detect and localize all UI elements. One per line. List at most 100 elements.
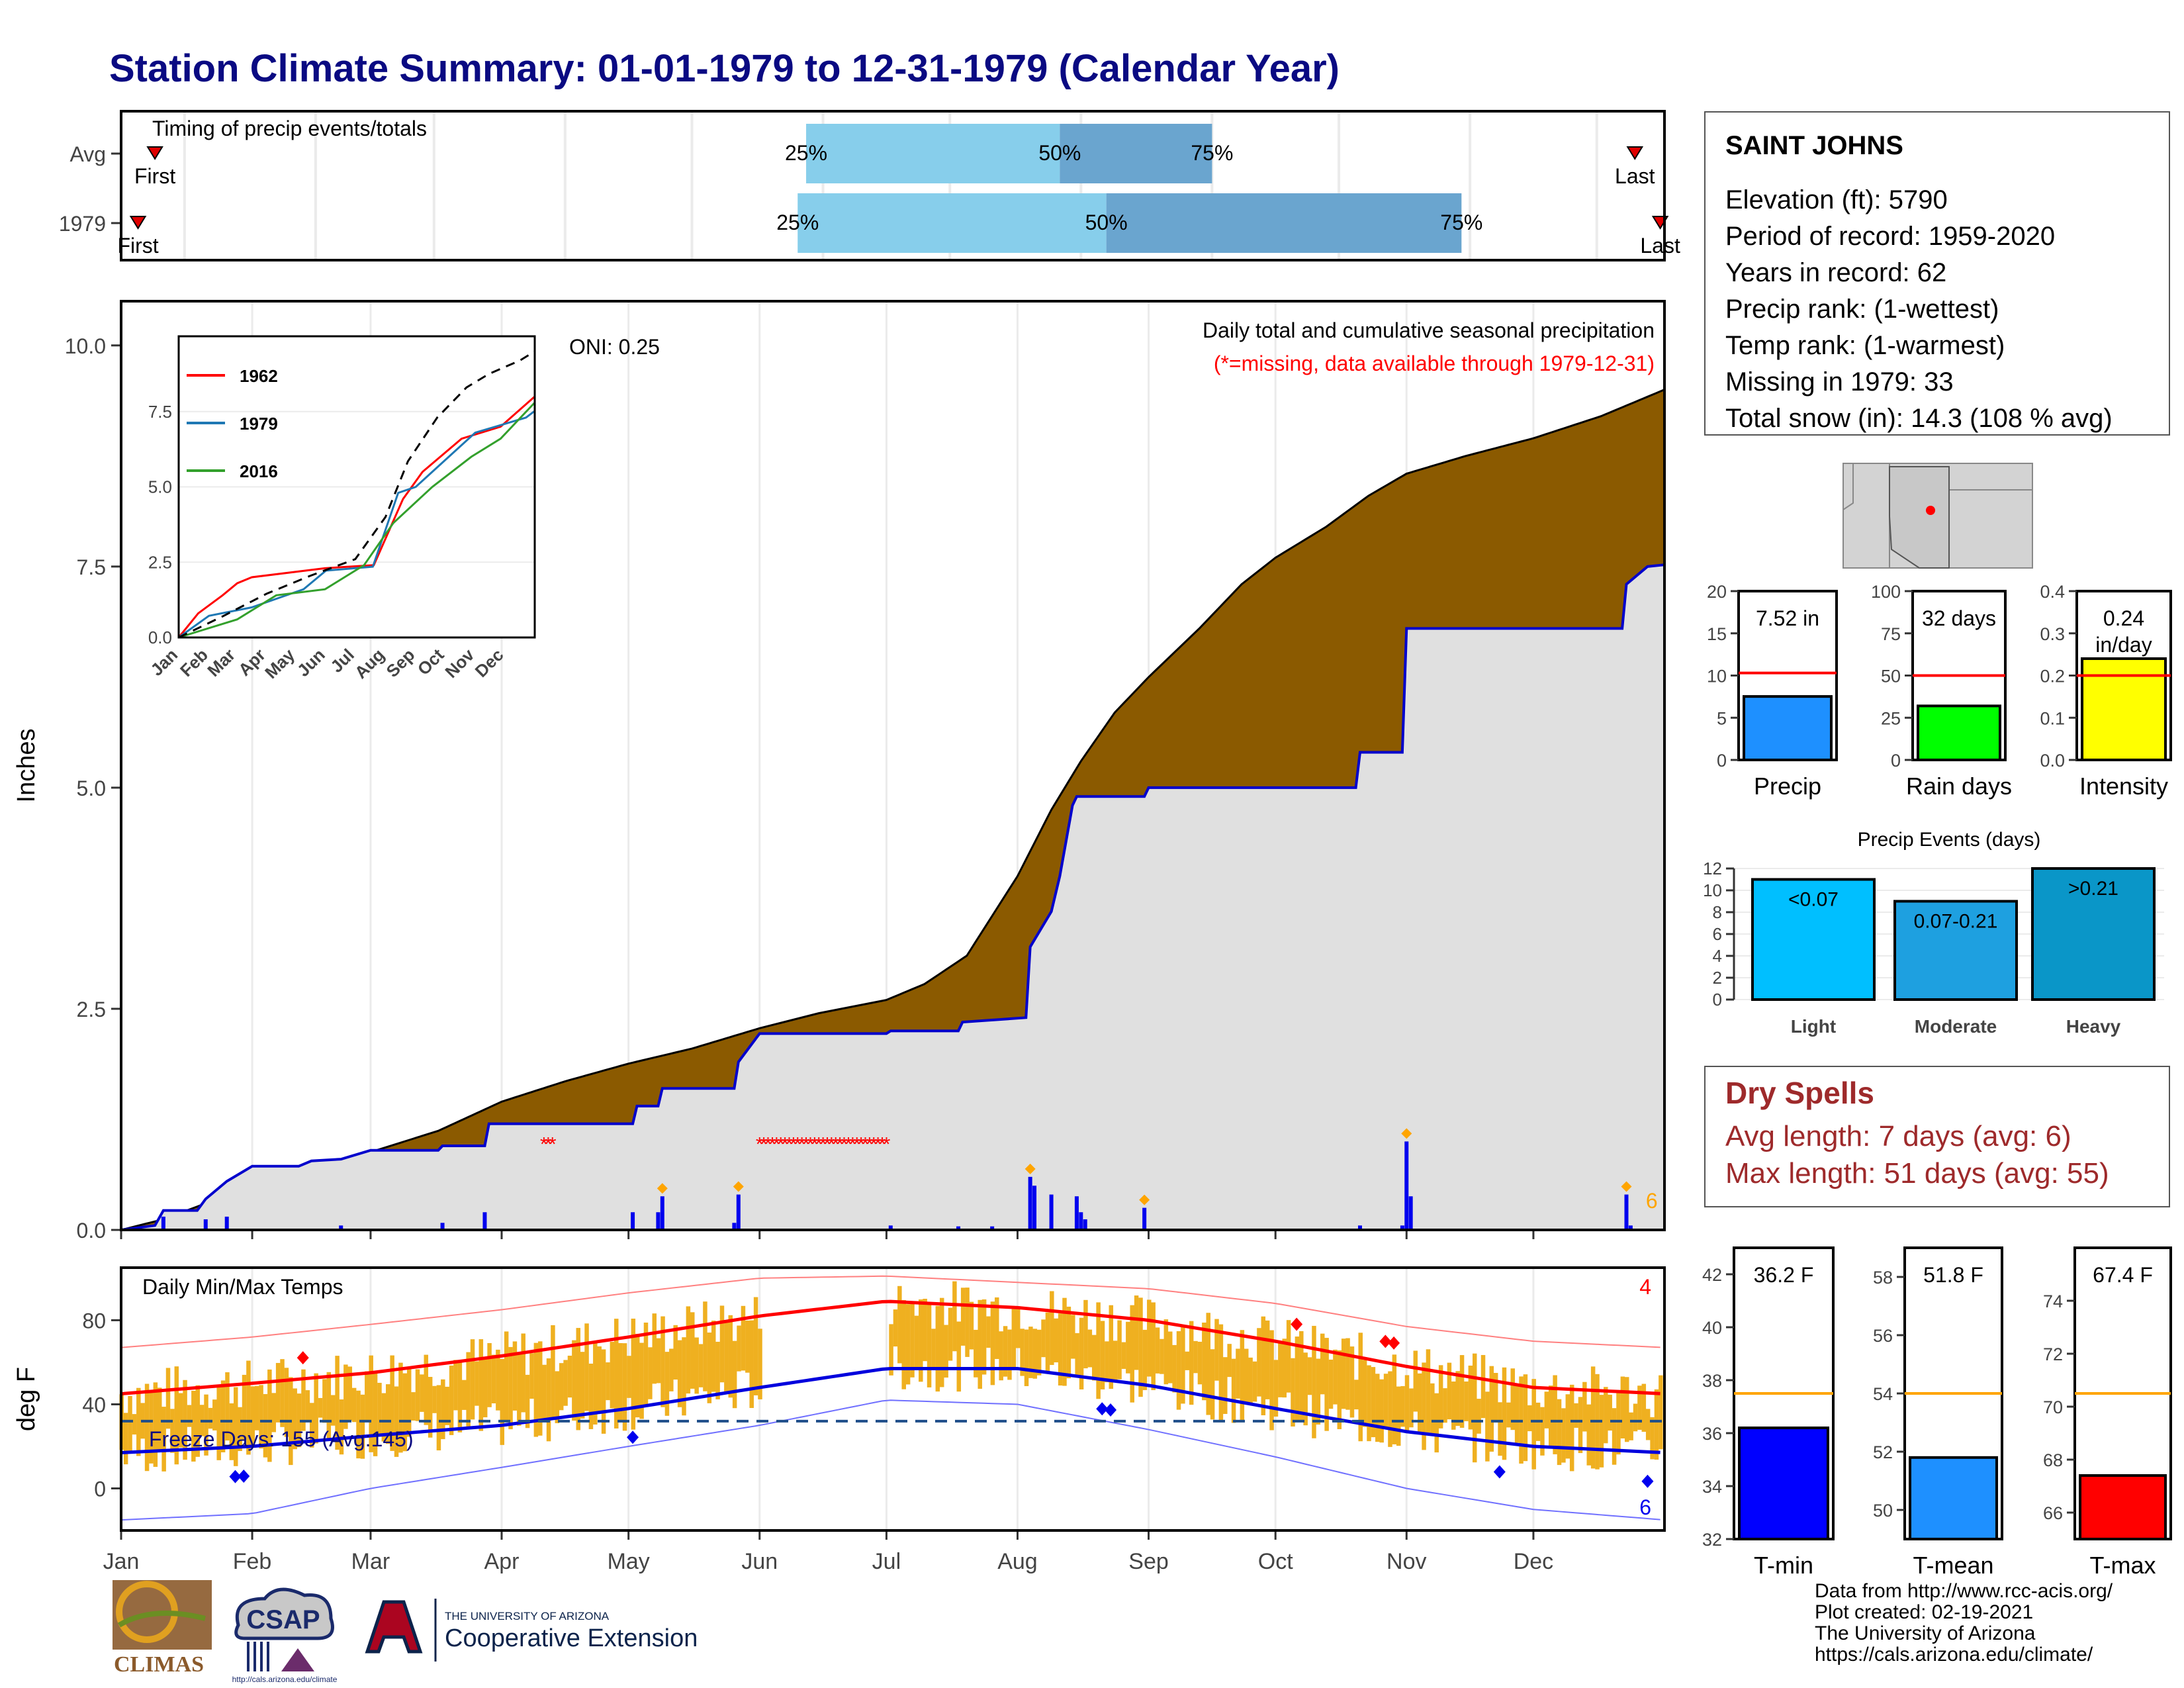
missing-day-marker: * bbox=[883, 1133, 891, 1155]
daily-temp-bar bbox=[1142, 1329, 1148, 1390]
daily-temp-bar bbox=[1020, 1329, 1024, 1376]
inset-panel: 1962197920160.02.55.07.5JanFebMarAprMayJ… bbox=[146, 335, 536, 682]
record-day-marker bbox=[1401, 1128, 1412, 1139]
daily-temp-bar bbox=[1641, 1383, 1647, 1432]
daily-temp-bar bbox=[1388, 1371, 1392, 1447]
record-day-marker bbox=[657, 1183, 668, 1194]
daily-temp-bar bbox=[652, 1313, 657, 1384]
daily-temp-bar bbox=[673, 1325, 678, 1380]
daily-precip-bar bbox=[1032, 1186, 1037, 1230]
daily-temp-bar bbox=[1341, 1338, 1346, 1409]
summary-bar-Intensity bbox=[2081, 657, 2167, 761]
daily-temp-bar bbox=[1548, 1385, 1553, 1447]
daily-temp-bar bbox=[1561, 1408, 1566, 1463]
daily-temp-bar bbox=[923, 1298, 927, 1362]
daily-temp-bar bbox=[995, 1297, 999, 1359]
missing-day-marker: * bbox=[794, 1133, 801, 1155]
daily-temp-bar bbox=[622, 1343, 627, 1431]
summary-category-label-Precip: Precip bbox=[1754, 773, 1821, 800]
csap-url: http://cals.arizona.edu/climate bbox=[232, 1675, 338, 1684]
daily-temp-bar bbox=[1100, 1321, 1105, 1389]
daily-temp-bar bbox=[1485, 1391, 1490, 1462]
daily-temp-bar bbox=[1569, 1384, 1574, 1472]
daily-temp-bar bbox=[1160, 1338, 1164, 1374]
timing-bar-q2-Avg bbox=[806, 124, 1060, 183]
daily-temp-bar bbox=[216, 1387, 221, 1460]
daily-temp-bar bbox=[1493, 1373, 1498, 1423]
temp-ylabel: deg F bbox=[13, 1367, 40, 1431]
daily-temp-bar bbox=[470, 1339, 475, 1420]
daily-temp-bar bbox=[1659, 1375, 1663, 1450]
daily-temp-bar bbox=[1075, 1333, 1079, 1377]
daily-temp-bar bbox=[1236, 1348, 1240, 1399]
daily-temp-bar bbox=[1409, 1388, 1414, 1428]
daily-temp-bar bbox=[445, 1386, 449, 1425]
daily-temp-bar bbox=[1045, 1312, 1050, 1372]
daily-temp-bar bbox=[1489, 1366, 1494, 1452]
daily-temp-bar bbox=[128, 1395, 132, 1452]
ua-logo: THE UNIVERSITY OF ARIZONA Cooperative Ex… bbox=[365, 1599, 698, 1662]
daily-temp-bar bbox=[267, 1369, 272, 1462]
climas-text: CLIMAS bbox=[114, 1652, 204, 1677]
daily-temp-bar bbox=[715, 1341, 720, 1399]
daily-temp-bar bbox=[1582, 1382, 1587, 1432]
daily-precip-bar bbox=[440, 1223, 445, 1230]
daily-temp-bar bbox=[601, 1349, 606, 1434]
daily-temp-bar bbox=[1176, 1331, 1181, 1410]
daily-temp-bar bbox=[1303, 1352, 1308, 1426]
daily-temp-bar bbox=[149, 1391, 154, 1464]
daily-temp-bar bbox=[660, 1316, 665, 1407]
events-ytick-label: 8 bbox=[1713, 902, 1722, 922]
record-count-label: 6 bbox=[1646, 1189, 1658, 1213]
daily-temp-bar bbox=[669, 1348, 674, 1391]
summary-ytick-label: 15 bbox=[1707, 624, 1727, 644]
station-period: Period of record: 1959-2020 bbox=[1725, 222, 2056, 251]
record-high-marker bbox=[1291, 1317, 1303, 1331]
inset-series-line-1962 bbox=[177, 395, 535, 638]
inset-legend-label: 1962 bbox=[240, 366, 278, 386]
daily-temp-bar bbox=[960, 1288, 966, 1346]
daily-temp-bar bbox=[1464, 1381, 1469, 1421]
daily-temp-bar bbox=[1502, 1367, 1507, 1460]
daily-temp-bar bbox=[1345, 1338, 1350, 1410]
precip-ytick-label: 0.0 bbox=[77, 1219, 106, 1243]
missing-day-marker: * bbox=[760, 1133, 768, 1155]
daily-temp-bar bbox=[1413, 1350, 1418, 1412]
ua-big-text: Cooperative Extension bbox=[445, 1624, 698, 1652]
daily-temp-bar bbox=[491, 1354, 496, 1403]
daily-temp-bar bbox=[475, 1361, 479, 1406]
daily-temp-bar bbox=[931, 1329, 936, 1370]
missing-day-marker: * bbox=[802, 1133, 810, 1155]
daily-precip-bar bbox=[1400, 1225, 1404, 1230]
summary-ytick-label: 0.3 bbox=[2040, 624, 2065, 644]
summary-ytick-label: 38 bbox=[1702, 1371, 1722, 1391]
daily-temp-bar bbox=[1459, 1355, 1465, 1428]
daily-temp-bar bbox=[1007, 1329, 1012, 1380]
daily-temp-bar bbox=[220, 1380, 226, 1452]
daily-temp-bar bbox=[453, 1360, 458, 1411]
missing-day-marker: * bbox=[874, 1133, 882, 1155]
daily-temp-bar bbox=[386, 1384, 390, 1444]
daily-temp-bar bbox=[195, 1385, 201, 1457]
summary-ytick-label: 52 bbox=[1873, 1442, 1893, 1462]
summary-bar-T-mean bbox=[1909, 1456, 1998, 1541]
daily-temp-bar bbox=[500, 1358, 505, 1445]
daily-temp-bar bbox=[1202, 1322, 1206, 1401]
daily-temp-bar bbox=[1586, 1404, 1591, 1466]
missing-day-marker: * bbox=[544, 1133, 552, 1155]
daily-temp-bar bbox=[1371, 1367, 1376, 1438]
missing-day-marker: * bbox=[878, 1133, 886, 1155]
daily-temp-bar bbox=[508, 1346, 513, 1430]
daily-temp-bar bbox=[1172, 1344, 1177, 1393]
timing-p50-label: 50% bbox=[1038, 141, 1081, 165]
daily-temp-bar bbox=[1506, 1402, 1511, 1428]
daily-temp-bar bbox=[1455, 1371, 1460, 1427]
daily-temp-bar bbox=[415, 1369, 420, 1421]
inset-ytick-label: 0.0 bbox=[148, 628, 172, 647]
daily-temp-bar bbox=[1121, 1342, 1126, 1369]
daily-temp-bar bbox=[711, 1321, 716, 1392]
daily-temp-bar bbox=[208, 1407, 213, 1429]
daily-temp-bar bbox=[428, 1377, 433, 1438]
daily-temp-bar bbox=[478, 1339, 484, 1431]
